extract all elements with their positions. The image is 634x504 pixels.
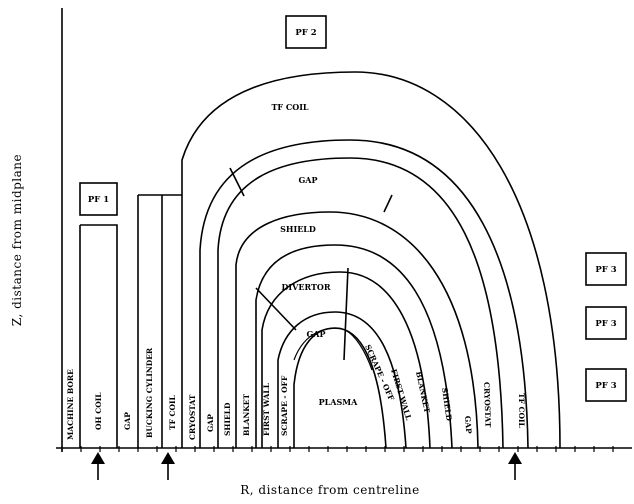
layer-label-cryostat-outboard: CRYOSTAT [482,382,493,428]
gap-outer-region-label: GAP [298,175,317,185]
layer-label-gap-1: GAP [123,412,132,430]
divertor-region-label: DIVERTOR [281,282,330,292]
blanket-outer-boundary [255,244,453,449]
y-axis-label: Z, distance from midplane [10,154,24,326]
arrow-marker-2 [161,452,175,480]
plasma-region-label: PLASMA [319,397,358,407]
layer-label-gap-2: GAP [206,414,215,432]
layer-label-shield-inboard: SHIELD [223,402,232,436]
pf3-mid-label: PF 3 [595,319,616,329]
gap-connector-right [383,194,393,213]
gap-connector-left [229,167,245,197]
pf3-top-label: PF 3 [595,265,616,275]
tf-coil-region-label: TF COIL [271,102,308,112]
divertor-connector-left [255,287,297,331]
layer-label-blanket-outboard: BLANKET [414,371,432,414]
pf2-box [285,15,327,49]
x-axis-label: R, distance from centreline [240,483,420,497]
arrow-marker-1 [91,452,105,480]
cryostat-inner-boundary [217,157,504,449]
pf2-label: PF 2 [295,28,316,38]
layer-label-tf-coil-outboard: TF COIL [517,393,526,429]
pf3-bot-label: PF 3 [595,381,616,391]
pf3-top-box [585,252,627,286]
pf3-mid-box [585,306,627,340]
layer-label-bucking-cylinder: BUCKING CYLINDER [145,347,154,438]
pf3-bot-box [585,368,627,402]
r-axis-ticks [61,446,614,452]
divertor-connector-right [343,267,349,361]
layer-label-first-wall-inboard: FIRST WALL [262,382,271,436]
shield-outer-boundary [235,211,479,449]
layer-label-scrape-off-inboard: SCRAPE - OFF [280,375,289,436]
gap-inner-region-label: GAP [306,329,325,339]
arrow-marker-3 [508,452,522,480]
tf-coil-outer-boundary [181,71,561,449]
pf1-box [79,182,118,216]
oh-coil-box [80,224,118,448]
layer-label-blanket-inboard: BLANKET [242,393,251,436]
layer-label-shield-outboard: SHIELD [440,387,454,422]
layer-label-tf-coil-inboard: TF COIL [168,394,177,430]
scrape-off-outer-boundary [277,311,407,449]
pf1-label: PF 1 [88,195,109,205]
layer-label-gap-outboard: GAP [463,416,473,435]
shield-region-label: SHIELD [280,224,316,234]
first-wall-outer-boundary [261,271,431,449]
layer-label-machine-bore: MACHINE BORE [66,369,75,440]
inboard-layer-labels: MACHINE BORE OH COIL GAP BUCKING CYLINDE… [66,347,289,440]
tf-coil-inner-boundary [199,139,529,449]
layer-label-oh-coil: OH COIL [94,392,103,430]
layer-label-cryostat-inboard: CRYOSTAT [188,394,197,440]
